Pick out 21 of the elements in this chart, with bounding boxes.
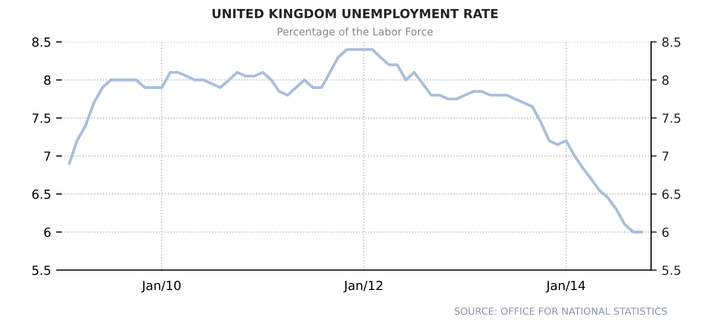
x-tick-label: Jan/14 bbox=[546, 280, 586, 292]
y-tick-label: 8.5 bbox=[32, 37, 50, 47]
y2-tick-label: 6.5 bbox=[662, 189, 680, 199]
y2-tick-label: 7 bbox=[662, 152, 668, 161]
chart-subtitle: Percentage of the Labor Force bbox=[278, 27, 433, 38]
y2-tick-label: 6 bbox=[662, 228, 669, 237]
y2-tick-label: 5.5 bbox=[662, 266, 680, 275]
y-tick-label: 7 bbox=[44, 152, 50, 161]
y-tick-label: 6 bbox=[44, 228, 51, 237]
x-tick-label: Jan/12 bbox=[343, 280, 382, 292]
y-tick-label: 8 bbox=[44, 75, 50, 85]
chart-title: UNITED KINGDOM UNEMPLOYMENT RATE bbox=[212, 8, 498, 18]
y-tick-label: 6.5 bbox=[32, 189, 50, 199]
y2-tick-label: 7.5 bbox=[662, 114, 680, 123]
source-note: SOURCE: OFFICE FOR NATIONAL STATISTICS bbox=[454, 307, 667, 315]
x-tick-label: Jan/10 bbox=[141, 280, 181, 292]
y2-tick-label: 8.5 bbox=[662, 37, 680, 47]
line-series bbox=[68, 48, 644, 234]
y-tick-label: 7.5 bbox=[32, 114, 50, 123]
y2-tick-label: 8 bbox=[662, 75, 669, 85]
y-tick-label: 5.5 bbox=[32, 266, 50, 275]
